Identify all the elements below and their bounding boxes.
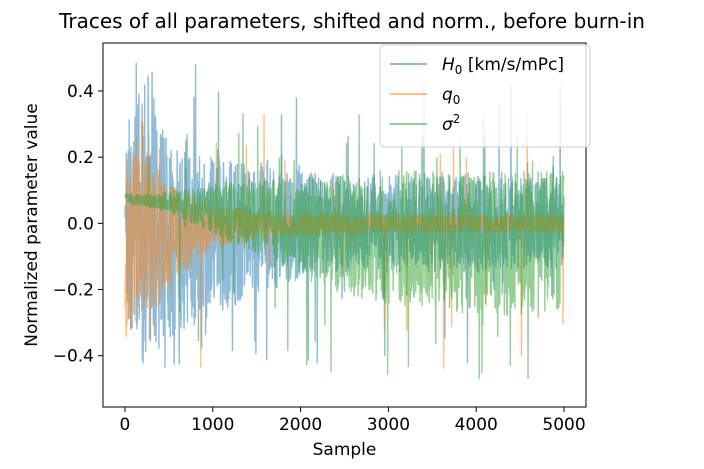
series-layer <box>124 62 565 380</box>
chart-title: Traces of all parameters, shifted and no… <box>58 9 645 33</box>
x-axis: 0 1000 2000 3000 4000 5000 <box>120 407 586 435</box>
series-line-2 <box>124 113 565 380</box>
x-tick-label: 4000 <box>455 415 498 435</box>
legend: H0 [km/s/mPc] q0 σ2 <box>379 44 591 148</box>
y-axis: −0.4 −0.2 0.0 0.2 0.4 <box>53 82 103 367</box>
legend-box <box>379 44 591 148</box>
y-tick-label: 0.4 <box>67 82 94 102</box>
x-tick-label: 1000 <box>191 415 234 435</box>
legend-label: H0 [km/s/mPc] <box>442 55 564 77</box>
x-tick-label: 5000 <box>542 415 585 435</box>
legend-label: q0 <box>442 85 460 107</box>
x-axis-title: Sample <box>313 440 377 460</box>
x-tick-label: 2000 <box>279 415 322 435</box>
y-axis-title: Normalized parameter value <box>22 103 42 346</box>
y-tick-label: −0.4 <box>53 347 94 367</box>
x-tick-label: 0 <box>120 415 131 435</box>
y-tick-label: 0.2 <box>67 148 94 168</box>
y-tick-label: −0.2 <box>53 281 94 301</box>
legend-label: σ2 <box>442 112 460 135</box>
x-tick-label: 3000 <box>367 415 410 435</box>
plot-frame <box>102 42 587 408</box>
y-tick-label: 0.0 <box>67 214 94 234</box>
